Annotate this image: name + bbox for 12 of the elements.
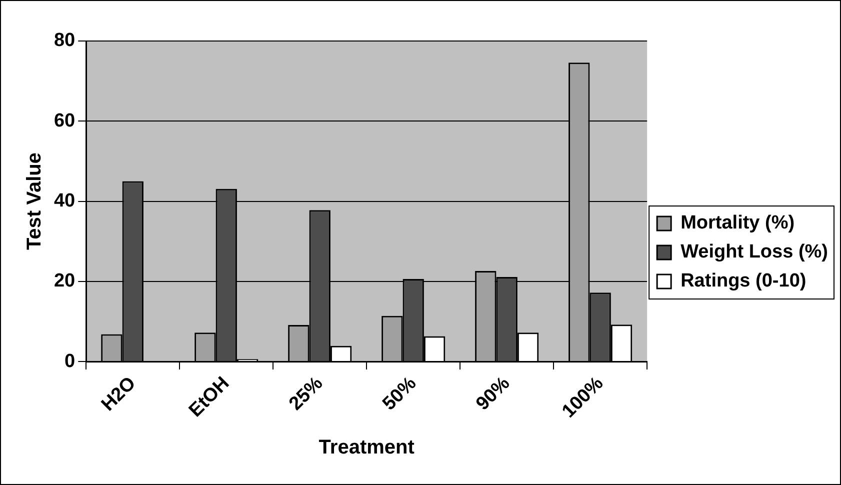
legend-label: Weight Loss (%) [680,242,828,263]
y-tick-label: 40 [54,190,76,212]
legend-label: Ratings (0-10) [680,270,806,292]
y-axis-title: Test Value [24,152,46,250]
y-tick-label: 20 [54,270,76,292]
legend-label: Mortality (%) [680,212,795,234]
x-tick-label: 50% [378,372,421,415]
y-tick-label: 80 [54,30,76,52]
y-tick-label: 60 [54,110,76,132]
x-axis-title: Treatment [318,436,415,459]
y-tick-label: 0 [64,350,76,372]
x-tick-label: 90% [472,372,514,415]
